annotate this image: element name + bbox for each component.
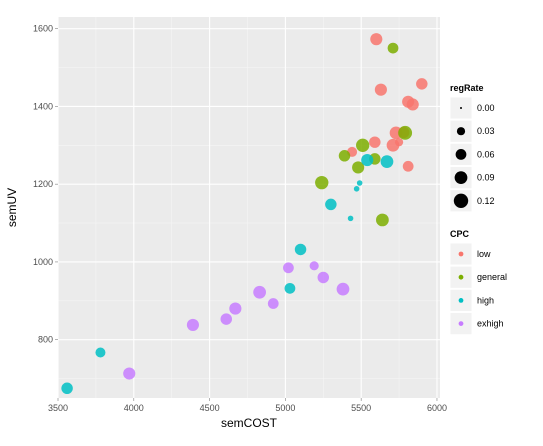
x-tick-label: 3500	[48, 403, 68, 413]
data-point-exhigh	[229, 302, 242, 315]
data-point-high	[380, 155, 394, 168]
data-point-exhigh	[317, 271, 330, 284]
color-legend-dot-high	[458, 298, 464, 303]
data-point-general	[398, 125, 413, 140]
data-point-high	[284, 282, 296, 294]
plot-panel	[58, 17, 440, 398]
data-point-exhigh	[253, 285, 266, 299]
y-tick-label: 1400	[33, 101, 53, 111]
color-legend-dot-exhigh	[458, 321, 464, 326]
size-legend-dot	[456, 127, 466, 136]
size-legend-label: 0.03	[477, 126, 495, 136]
x-tick-label: 4500	[200, 403, 220, 413]
y-tick-label: 800	[38, 335, 53, 345]
size-legend-label: 0.12	[477, 196, 495, 206]
size-legend-dot	[453, 193, 469, 208]
size-legend-label: 0.09	[477, 173, 495, 183]
x-axis-title: semCOST	[221, 416, 278, 430]
y-axis-title: semUV	[5, 188, 19, 227]
data-point-general	[376, 213, 389, 227]
data-point-general	[338, 150, 351, 162]
x-tick-label: 6000	[427, 403, 447, 413]
data-point-exhigh	[336, 282, 350, 296]
data-point-high	[294, 243, 307, 256]
data-point-low	[369, 136, 381, 148]
size-legend-dot	[460, 107, 462, 109]
data-point-exhigh	[309, 261, 319, 271]
data-point-high	[361, 154, 374, 167]
x-tick-label: 4000	[124, 403, 144, 413]
axis-ticks: 3500 4000 4500 5000 5500 6000 800 1000 1200 1400 1…	[33, 24, 447, 413]
y-tick-label: 1600	[33, 24, 53, 34]
color-legend-label: high	[477, 295, 494, 305]
size-legend-dot	[454, 171, 468, 184]
data-point-low	[370, 33, 383, 46]
data-point-low	[416, 78, 428, 90]
data-point-low	[374, 83, 387, 96]
color-legend: CPC low general high exhigh	[449, 229, 507, 336]
size-legend-label: 0.06	[477, 149, 495, 159]
size-legend-dot	[455, 149, 467, 160]
data-point-low	[402, 160, 414, 172]
color-legend-label: low	[477, 249, 491, 259]
color-legend-dot-low	[458, 251, 464, 257]
color-legend-dot-general	[458, 274, 464, 280]
data-point-exhigh	[186, 318, 199, 331]
data-point-low	[406, 98, 419, 111]
color-legend-label: general	[477, 272, 507, 282]
data-point-high	[347, 215, 354, 222]
color-legend-title: CPC	[450, 229, 470, 239]
data-point-exhigh	[123, 367, 136, 380]
data-point-exhigh	[220, 313, 232, 325]
data-points	[61, 33, 428, 395]
y-tick-label: 1000	[33, 257, 53, 267]
data-point-general	[352, 161, 365, 174]
size-legend-label: 0.00	[477, 103, 495, 113]
data-point-high	[325, 198, 337, 211]
x-tick-label: 5500	[351, 403, 371, 413]
size-legend: regRate 0.00 0.03 0.06 0.09 0.12	[449, 83, 495, 213]
data-point-exhigh	[283, 262, 294, 274]
data-point-high	[61, 382, 73, 395]
color-legend-label: exhigh	[477, 319, 504, 329]
data-point-general	[356, 138, 370, 152]
grid-lines	[57, 17, 440, 398]
x-tick-label: 5000	[275, 403, 295, 413]
data-point-low	[394, 138, 404, 147]
data-point-high	[356, 180, 363, 186]
size-legend-title: regRate	[450, 83, 484, 93]
data-point-exhigh	[267, 298, 279, 309]
data-point-high	[353, 186, 360, 192]
y-tick-label: 1200	[33, 179, 53, 189]
data-point-general	[387, 42, 399, 54]
data-point-general	[315, 175, 329, 190]
data-point-high	[95, 347, 106, 358]
